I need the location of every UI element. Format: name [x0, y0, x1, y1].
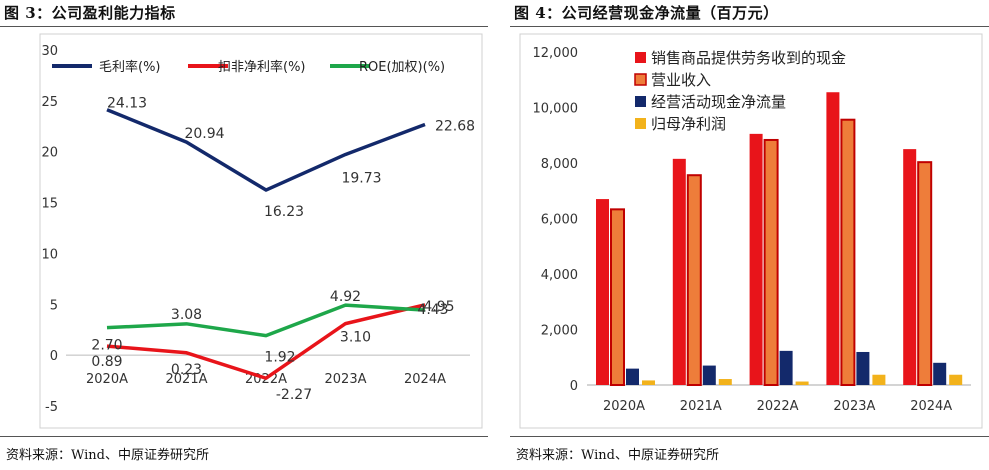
y-tick-label: 10: [41, 247, 58, 262]
legend-swatch: [634, 73, 647, 86]
plot-area-border: [519, 33, 983, 429]
y-tick-label: 2,000: [541, 324, 578, 339]
bar: [610, 208, 625, 386]
right-source-note: 资料来源：Wind、中原证券研究所: [516, 448, 719, 463]
data-label: 0.23: [171, 362, 202, 378]
x-tick-label: 2022A: [757, 399, 799, 414]
bar: [626, 368, 639, 385]
right-figure-panel: 图 4：公司经营现金净流量（百万元） 12,000 10,000 8,000 6,00…: [510, 0, 989, 470]
x-tick-label: 2023A: [325, 372, 367, 387]
y-tick-label: 6,000: [541, 213, 578, 228]
right-title-rule: [510, 26, 989, 27]
cashflow-bar-chart: 12,000 10,000 8,000 6,000 4,000 2,000 0 2020A 20…: [519, 33, 983, 429]
left-source-note: 资料来源：Wind、中原证券研究所: [6, 448, 209, 463]
bar: [840, 118, 856, 387]
legend-label: 销售商品提供劳务收到的现金: [651, 49, 846, 67]
y-tick-label: 0: [50, 349, 58, 364]
y-tick-label: 4,000: [541, 268, 578, 283]
x-tick-label: 2021A: [680, 399, 722, 414]
legend-label: 毛利率(%): [99, 59, 161, 75]
data-label: 16.23: [264, 204, 304, 220]
data-label: 4.92: [330, 289, 361, 305]
series-line: [106, 303, 426, 380]
bar: [718, 379, 732, 385]
legend-label: ROE(加权)(%): [359, 59, 445, 75]
left-title-rule: [0, 26, 488, 27]
y-tick-label: -5: [45, 400, 58, 415]
data-label: 3.10: [340, 330, 371, 346]
y-tick-label: 30: [41, 44, 58, 59]
bar: [702, 365, 716, 385]
x-tick-label: 2024A: [404, 372, 446, 387]
y-tick-label: 25: [41, 95, 58, 110]
bar: [749, 133, 763, 385]
y-tick-label: 0: [570, 379, 578, 394]
data-label: 2.70: [91, 338, 122, 354]
bar: [856, 351, 870, 385]
y-tick-label: 5: [50, 298, 58, 313]
legend-swatch: [635, 52, 646, 63]
data-label: 4.95: [423, 299, 454, 315]
right-figure-title: 图 4：公司经营现金净流量（百万元）: [514, 4, 779, 22]
left-figure-panel: 图 3：公司盈利能力指标 30 25 20 15 10 5 0 -5 2020A 2021A 202…: [0, 0, 488, 470]
data-label: 1.92: [264, 350, 295, 366]
x-tick-label: 2024A: [910, 399, 952, 414]
x-tick-label: 2020A: [603, 399, 645, 414]
data-label: 22.68: [435, 118, 475, 134]
bar: [917, 161, 933, 386]
series-line: [106, 108, 426, 192]
bar: [795, 381, 809, 385]
legend-swatch: [635, 118, 646, 129]
right-bottom-rule: [510, 436, 989, 437]
bar: [763, 138, 779, 386]
plot-area-border: [39, 33, 483, 429]
y-tick-label: 10,000: [533, 102, 579, 117]
data-label: 3.08: [171, 307, 202, 323]
left-figure-title: 图 3：公司盈利能力指标: [4, 4, 176, 22]
left-bottom-rule: [0, 436, 488, 437]
legend-label: 归母净利润: [651, 115, 726, 133]
bar: [686, 174, 702, 386]
bar: [949, 374, 963, 385]
bar: [826, 92, 840, 386]
y-tick-label: 12,000: [533, 46, 579, 61]
bar: [903, 149, 917, 385]
x-tick-label: 2023A: [833, 399, 875, 414]
data-label: 19.73: [341, 170, 381, 186]
bar: [779, 350, 793, 385]
legend-label: 营业收入: [651, 71, 711, 89]
bar: [672, 158, 686, 385]
x-tick-label: 2020A: [86, 372, 128, 387]
legend-label: 扣非净利率(%): [218, 59, 306, 75]
bar: [642, 380, 655, 385]
y-tick-label: 15: [41, 197, 58, 212]
x-tick-label: 2021A: [166, 372, 208, 387]
legend-swatch: [635, 96, 646, 107]
data-label: -2.27: [276, 387, 312, 403]
bar: [596, 199, 609, 385]
data-label: 24.13: [107, 96, 147, 112]
data-label: 20.94: [184, 126, 224, 142]
y-tick-label: 8,000: [541, 157, 578, 172]
bar: [872, 374, 886, 385]
bar: [933, 362, 947, 385]
y-tick-label: 20: [41, 146, 58, 161]
series-line: [106, 303, 426, 338]
legend-label: 经营活动现金净流量: [651, 93, 786, 111]
data-label: 4.43: [417, 302, 448, 318]
data-label: 0.89: [91, 354, 122, 370]
